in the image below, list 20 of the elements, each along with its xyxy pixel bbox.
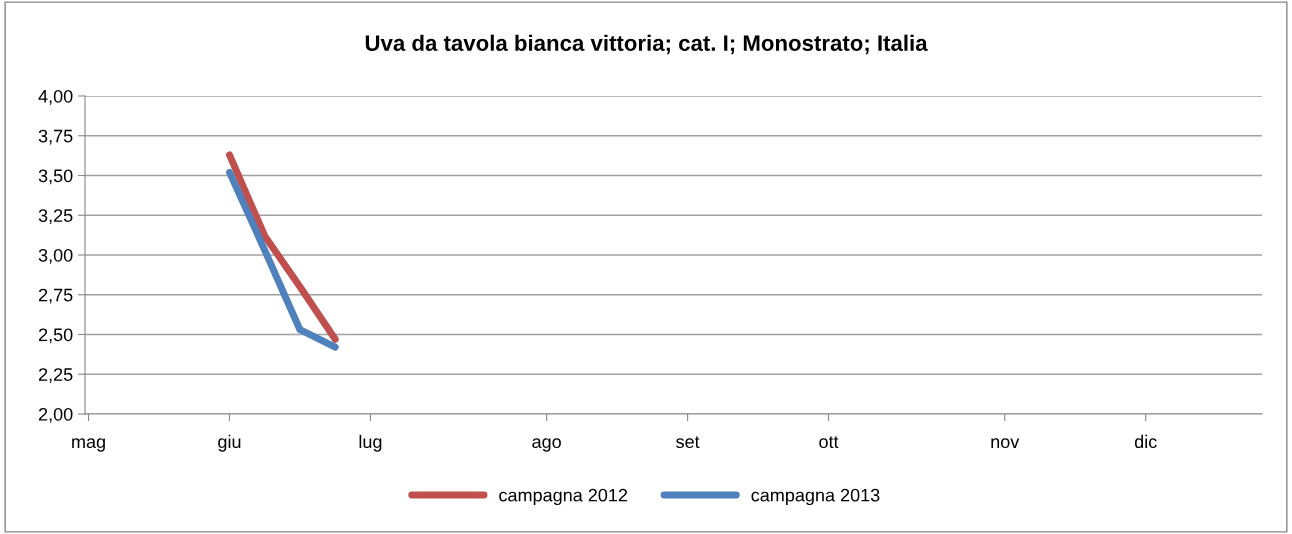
y-tick-label: 3,75 xyxy=(38,129,73,145)
y-tick-label: 3,50 xyxy=(38,169,73,185)
y-tick-label: 3,00 xyxy=(38,248,73,264)
legend-label: campagna 2013 xyxy=(751,488,880,506)
y-tick-label: 2,00 xyxy=(38,407,73,423)
x-tick-label: lug xyxy=(359,434,382,452)
chart-title: Uva da tavola bianca vittoria; cat. I; Monostrato; Italia xyxy=(365,34,928,55)
y-tick-label: 3,25 xyxy=(38,209,73,225)
x-tick-label: ago xyxy=(532,438,561,452)
y-tick-label: 2,75 xyxy=(38,288,73,304)
x-tick-label: mag xyxy=(72,438,105,452)
x-tick-label: set xyxy=(676,436,700,449)
x-tick-label: dic xyxy=(1134,434,1157,449)
legend-label: campagna 2012 xyxy=(499,488,628,506)
x-tick-label: nov xyxy=(991,438,1020,449)
y-tick-label: 2,50 xyxy=(38,328,73,344)
y-tick-label: 4,00 xyxy=(38,89,73,105)
x-tick-label: ott xyxy=(819,436,839,449)
x-tick-label: giu xyxy=(218,434,241,452)
y-tick-label: 2,25 xyxy=(38,368,73,384)
